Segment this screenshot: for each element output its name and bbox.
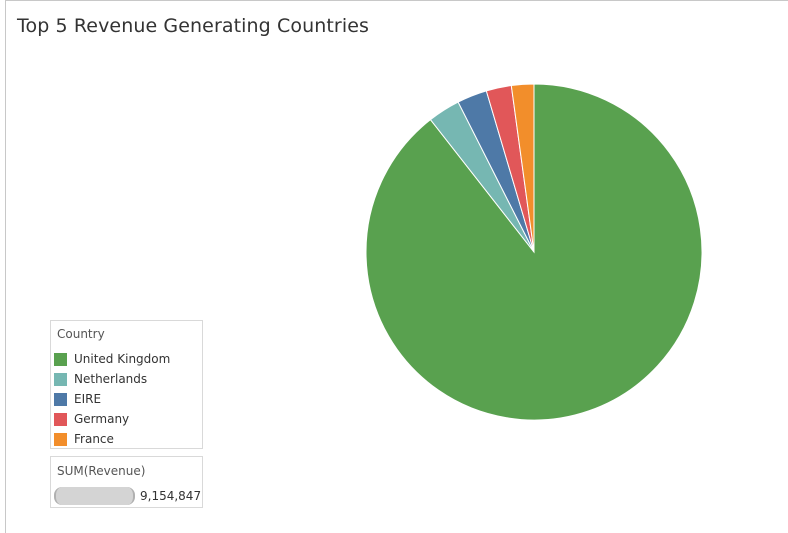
size-legend-title: SUM(Revenue) bbox=[57, 464, 146, 478]
legend-item-eire[interactable]: EIRE bbox=[54, 391, 101, 407]
size-legend-value: 9,154,847 bbox=[140, 489, 202, 503]
legend-swatch bbox=[54, 352, 67, 366]
legend-label: Germany bbox=[74, 412, 130, 426]
pie-slice-france[interactable] bbox=[510, 83, 535, 253]
legend-item-france[interactable]: France bbox=[54, 431, 114, 447]
size-legend-bar bbox=[54, 487, 135, 505]
legend-item-germany[interactable]: Germany bbox=[54, 411, 129, 427]
legend-swatch bbox=[54, 432, 67, 446]
chart-frame bbox=[5, 0, 788, 533]
color-legend: Country United Kingdom Netherlands EIRE … bbox=[50, 320, 203, 449]
legend-swatch bbox=[54, 392, 67, 406]
legend-label: EIRE bbox=[74, 392, 102, 406]
legend-swatch bbox=[54, 412, 67, 426]
legend-label: United Kingdom bbox=[74, 352, 171, 366]
legend-label: France bbox=[74, 432, 114, 446]
legend-label: Netherlands bbox=[74, 372, 148, 386]
legend-item-netherlands[interactable]: Netherlands bbox=[54, 371, 147, 387]
legend-title: Country bbox=[57, 327, 105, 341]
chart-title: Top 5 Revenue Generating Countries bbox=[17, 15, 369, 37]
legend-item-united-kingdom[interactable]: United Kingdom bbox=[54, 351, 170, 367]
size-legend: SUM(Revenue) 9,154,847 bbox=[50, 456, 203, 508]
legend-swatch bbox=[54, 372, 67, 386]
